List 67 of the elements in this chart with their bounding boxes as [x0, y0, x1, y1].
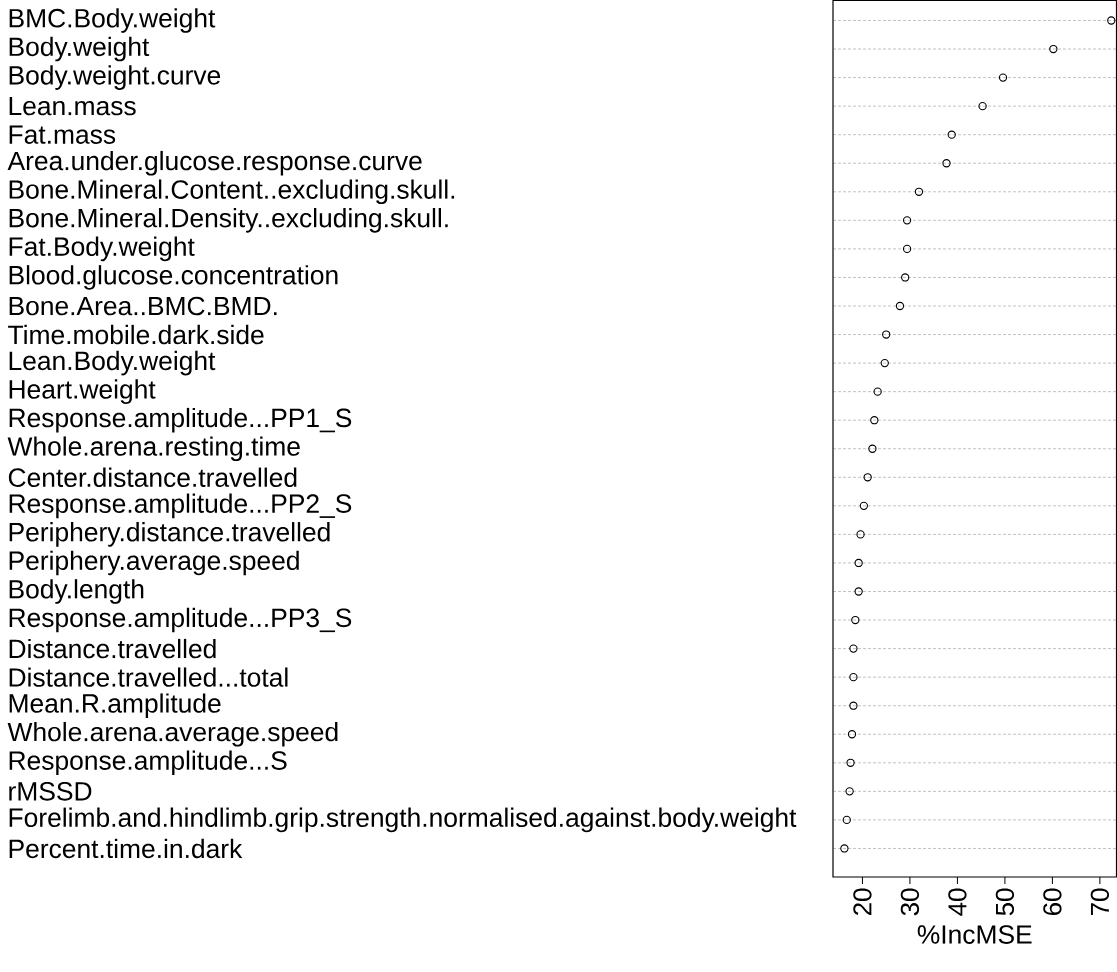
x-tick-label: 50: [995, 888, 1015, 916]
point: [1107, 16, 1116, 25]
point: [942, 159, 951, 168]
y-tick-label: Distance.travelled: [9, 638, 216, 659]
y-tick-label: Fat.mass: [9, 125, 116, 144]
y-tick-label: Heart.weight: [9, 379, 156, 404]
point: [847, 730, 857, 739]
y-tick-label: Response.amplitude...PP2_S: [9, 493, 352, 519]
point: [873, 387, 882, 396]
x-tick-label: 70: [1090, 888, 1110, 916]
point: [868, 444, 877, 453]
point: [845, 787, 854, 796]
point: [854, 587, 863, 596]
y-tick-label: Body.weight: [9, 36, 150, 62]
point: [1049, 44, 1058, 54]
y-tick-label: Bone.Mineral.Content..excluding.skull.: [9, 179, 455, 205]
point: [914, 187, 924, 196]
y-tick-label: Center.distance.travelled: [8, 467, 297, 487]
point: [863, 473, 872, 482]
x-axis-title: %IncMSE: [917, 925, 1032, 944]
point: [846, 758, 855, 767]
y-tick-label: Response.amplitude...PP3_S: [9, 607, 352, 633]
y-tick-label: Bone.Area..BMC.BMD.: [9, 296, 277, 316]
y-tick-label: Mean.R.amplitude: [9, 693, 221, 719]
y-tick-label: Whole.arena.average.speed: [7, 721, 338, 747]
y-tick-label: Percent.time.in.dark: [9, 838, 243, 859]
point: [902, 244, 912, 254]
point: [947, 130, 956, 139]
y-tick-label: Lean.mass: [9, 96, 136, 116]
point: [842, 815, 851, 825]
point: [854, 558, 863, 568]
y-tick-label: Time.mobile.dark.side: [8, 324, 264, 345]
point: [882, 330, 891, 339]
y-tick-label: Body.weight.curve: [9, 65, 221, 90]
y-tick-label: Distance.travelled...total: [9, 667, 288, 687]
point: [895, 301, 905, 311]
point: [859, 501, 869, 510]
y-tick-label: Blood.glucose.concentration: [9, 265, 338, 290]
point: [870, 416, 879, 425]
y-tick-label: Response.amplitude...PP1_S: [9, 407, 352, 433]
y-tick-label: Body.length: [9, 579, 144, 604]
point: [902, 216, 912, 225]
x-tick-label: 40: [948, 888, 967, 916]
y-tick-label: Forelimb.and.hindlimb.grip.strength.normalised.against.body.weight: [9, 807, 797, 833]
point: [901, 273, 910, 282]
y-tick-label: Response.amplitude...S: [9, 750, 287, 776]
x-tick-label: 20: [853, 888, 872, 916]
point: [851, 615, 860, 625]
point: [849, 701, 858, 710]
point: [998, 73, 1008, 82]
y-tick-label: Fat.Body.weight: [9, 236, 195, 262]
y-tick-label: Periphery.average.speed: [9, 550, 299, 576]
y-tick-label: Whole.arena.resting.time: [7, 436, 300, 462]
x-tick-label: 60: [1043, 888, 1062, 916]
y-tick-label: Lean.Body.weight: [9, 350, 216, 376]
y-tick-label: Bone.Mineral.Density..excluding.skull.: [9, 208, 448, 233]
y-tick-label: rMSSD: [9, 782, 92, 801]
x-tick-label: 30: [900, 888, 920, 916]
point: [840, 844, 849, 853]
y-tick-label: Area.under.glucose.response.curve: [7, 150, 422, 176]
point: [849, 673, 858, 682]
point: [856, 530, 865, 539]
y-tick-label: BMC.Body.weight: [9, 8, 216, 33]
point: [880, 358, 889, 368]
y-tick-label: Periphery.distance.travelled: [9, 522, 330, 547]
point: [978, 101, 987, 111]
point: [849, 644, 858, 653]
